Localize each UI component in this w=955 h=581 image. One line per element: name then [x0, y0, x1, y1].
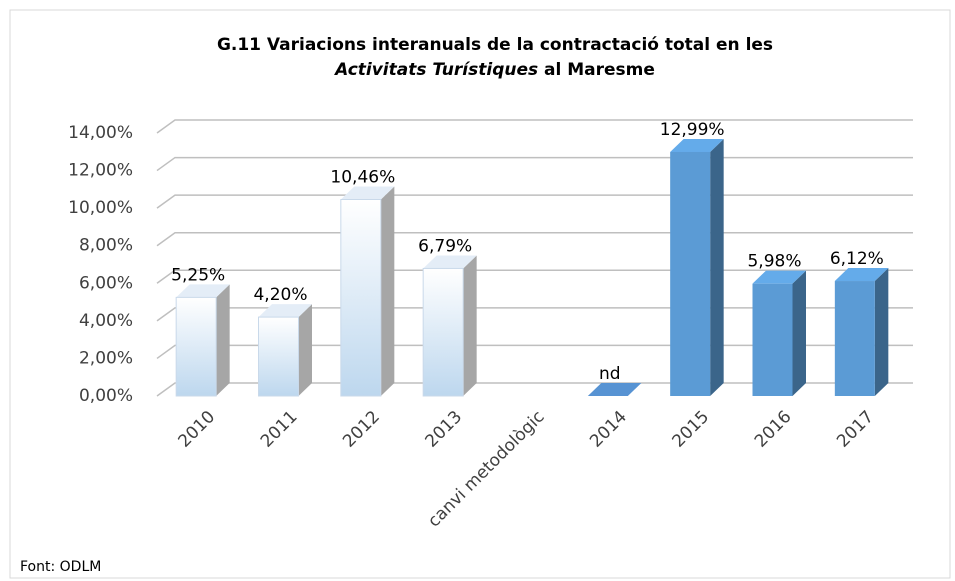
y-tick-label: 6,00%	[79, 273, 133, 293]
bar-side	[792, 270, 806, 396]
source-note: Font: ODLM	[20, 559, 101, 575]
bar-side	[710, 138, 724, 396]
y-tick-label: 10,00%	[68, 198, 133, 218]
bar-side	[298, 304, 312, 396]
chart-title-rest: al Maresme	[544, 60, 655, 80]
bar-top	[587, 383, 642, 396]
grid-line	[156, 231, 913, 247]
y-tick-label: 14,00%	[68, 123, 133, 143]
grid-line	[156, 156, 913, 172]
bar-front	[752, 283, 793, 396]
bar-front	[175, 296, 217, 397]
y-tick-label: 0,00%	[79, 386, 133, 406]
bar-front	[258, 316, 299, 397]
grid-line	[156, 307, 913, 322]
value-label: 6,79%	[418, 236, 472, 256]
value-label: 10,46%	[330, 168, 395, 188]
bar-top	[834, 268, 889, 282]
grid-line	[156, 194, 913, 209]
bar	[340, 186, 395, 397]
bar	[752, 270, 806, 396]
value-label: 12,99%	[660, 120, 725, 140]
bar-side	[874, 268, 889, 396]
grid-line	[156, 269, 913, 284]
value-label: 5,98%	[747, 252, 801, 272]
bar-top	[423, 255, 477, 269]
bar-side	[380, 186, 395, 396]
bar-top	[340, 186, 395, 200]
bar	[834, 268, 889, 396]
bar-top	[258, 304, 312, 318]
bar-side	[463, 255, 477, 396]
chart-title: Activitats Turístiques al Maresme	[333, 60, 655, 80]
y-tick-label: 2,00%	[79, 348, 133, 368]
bar-front	[340, 199, 382, 397]
bar-top	[176, 284, 230, 298]
bar	[670, 138, 724, 396]
bar	[175, 284, 230, 397]
bar	[258, 304, 312, 397]
grid-line	[156, 382, 913, 397]
bar-top	[752, 270, 806, 284]
value-label: nd	[599, 364, 621, 384]
bar-front	[834, 281, 875, 396]
y-tick-label: 8,00%	[79, 236, 133, 256]
chart-frame	[9, 9, 951, 579]
bar-front	[422, 267, 464, 397]
value-label: 6,12%	[830, 249, 884, 269]
bar-side	[216, 284, 230, 396]
bar	[587, 383, 642, 396]
chart-title-italic: Activitats Turístiques	[333, 60, 538, 80]
value-label: 5,25%	[171, 265, 225, 285]
y-tick-label: 4,00%	[79, 311, 133, 331]
value-label: 4,20%	[253, 285, 307, 305]
y-tick-label: 12,00%	[68, 161, 133, 181]
grid-line	[156, 119, 913, 134]
bar-top	[670, 138, 724, 152]
grid-line	[156, 344, 913, 360]
chart-title: G.11 Variacions interanuals de la contra…	[217, 35, 773, 55]
bar-front	[670, 151, 711, 396]
bar	[422, 255, 477, 397]
